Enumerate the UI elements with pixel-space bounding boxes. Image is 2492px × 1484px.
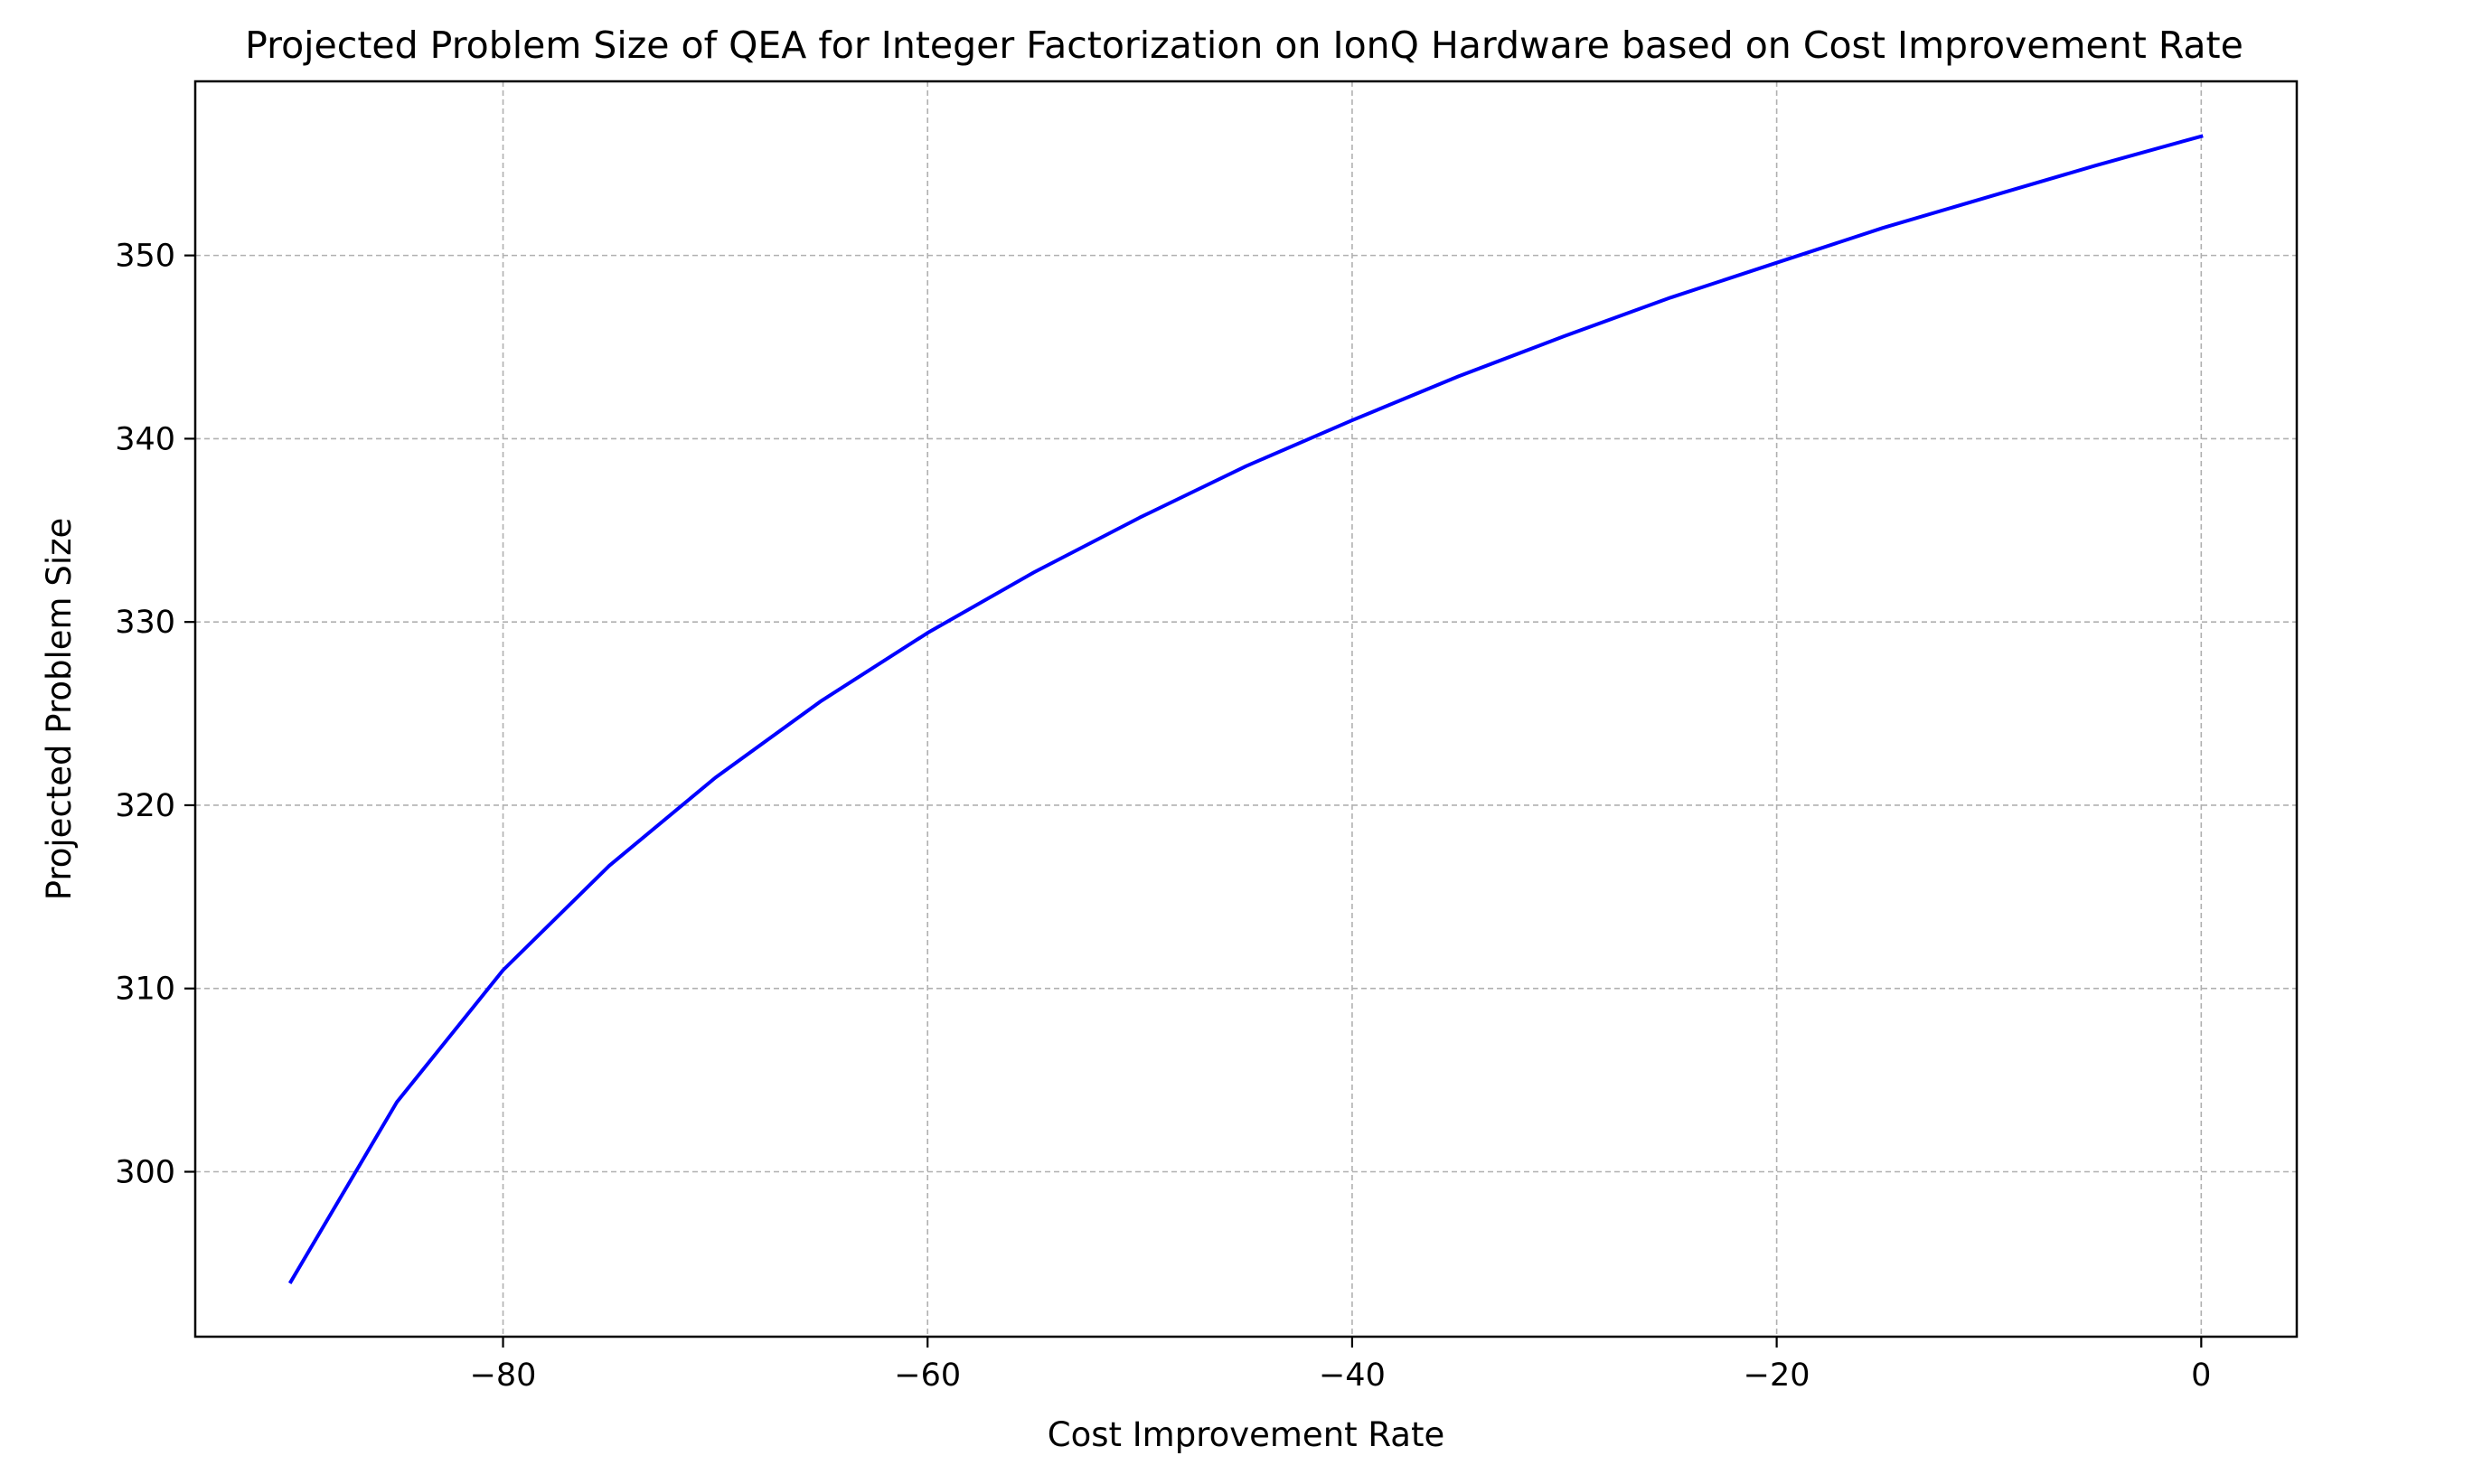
x-tick-label: −40 (1319, 1357, 1386, 1394)
y-tick-label: 330 (115, 605, 175, 641)
y-axis-label: Projected Problem Size (40, 518, 79, 901)
y-tick-label: 340 (115, 421, 175, 457)
y-tick-label: 350 (115, 239, 175, 275)
x-tick-label: −60 (894, 1357, 961, 1394)
x-tick-label: −80 (470, 1357, 537, 1394)
y-tick-label: 320 (115, 788, 175, 824)
y-tick-label: 310 (115, 972, 175, 1008)
axis-ticks: −80 −60 −40 −20 0 300 310 320 330 340 350 (115, 239, 2211, 1394)
x-tick-label: 0 (2191, 1357, 2211, 1394)
plot-area-frame (193, 80, 2299, 1338)
series-line (287, 134, 2204, 1284)
series-lines (287, 134, 2204, 1284)
x-tick-label: −20 (1744, 1357, 1810, 1394)
chart-title: Projected Problem Size of QEA for Intege… (245, 23, 2243, 67)
grid-lines (195, 81, 2297, 1337)
x-axis-label: Cost Improvement Rate (1048, 1415, 1445, 1454)
y-tick-label: 300 (115, 1155, 175, 1191)
